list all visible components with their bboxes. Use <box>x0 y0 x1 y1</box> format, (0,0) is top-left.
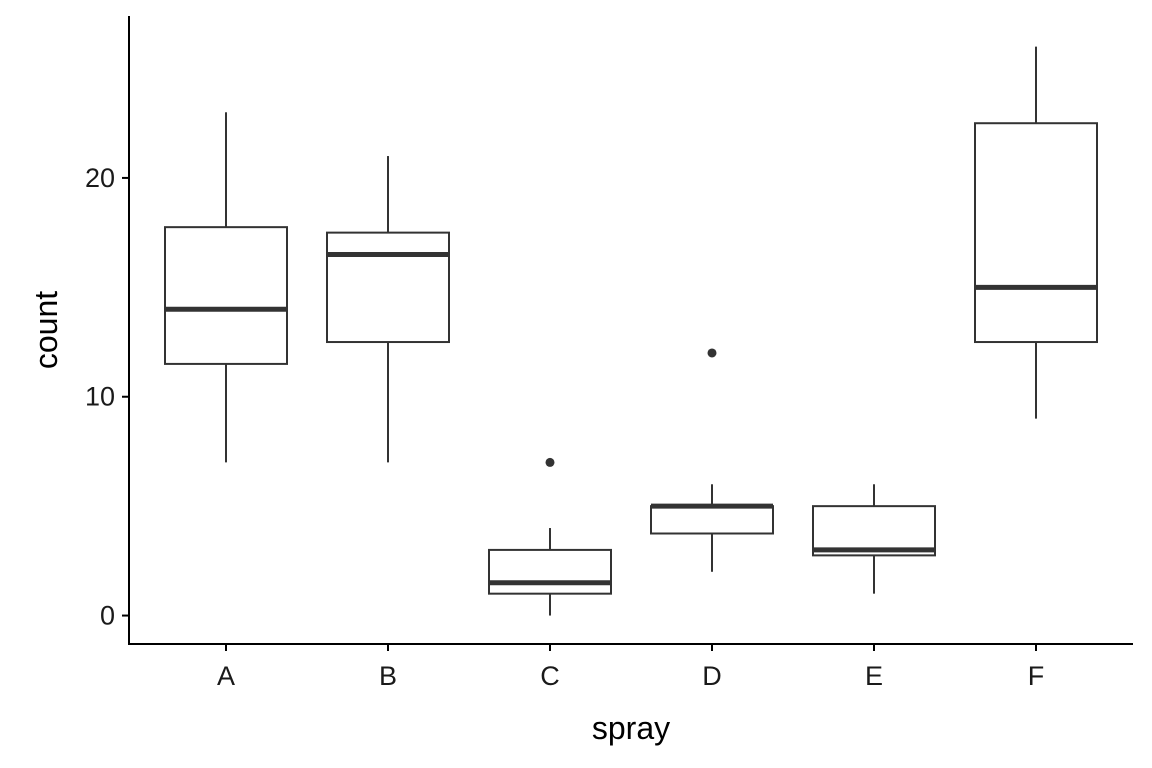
axes: 0 10 20 A B C D E F <box>85 16 1133 691</box>
box-iqr <box>326 231 450 344</box>
box-b <box>326 156 450 463</box>
x-axis-title: spray <box>592 710 670 746</box>
plot-area <box>164 46 1098 616</box>
outlier-point <box>707 348 717 358</box>
box-d <box>650 348 774 572</box>
box-f <box>974 46 1098 419</box>
y-axis-title: count <box>28 291 64 369</box>
box-iqr <box>650 505 774 535</box>
box-c <box>488 457 612 616</box>
box-iqr <box>812 505 936 557</box>
box-iqr <box>974 122 1098 344</box>
x-tick-label: B <box>379 661 397 691</box>
y-tick-label: 20 <box>85 163 115 193</box>
box-a <box>164 112 288 463</box>
x-tick-label: C <box>540 661 560 691</box>
x-tick-label: F <box>1028 661 1045 691</box>
y-tick-label: 0 <box>100 601 115 631</box>
x-tick-label: D <box>702 661 722 691</box>
x-tick-label: E <box>865 661 883 691</box>
box-iqr <box>488 548 612 595</box>
outlier-point <box>545 457 555 467</box>
y-tick-label: 10 <box>85 382 115 412</box>
box-e <box>812 484 936 594</box>
box-iqr <box>164 226 288 365</box>
x-tick-label: A <box>217 661 235 691</box>
